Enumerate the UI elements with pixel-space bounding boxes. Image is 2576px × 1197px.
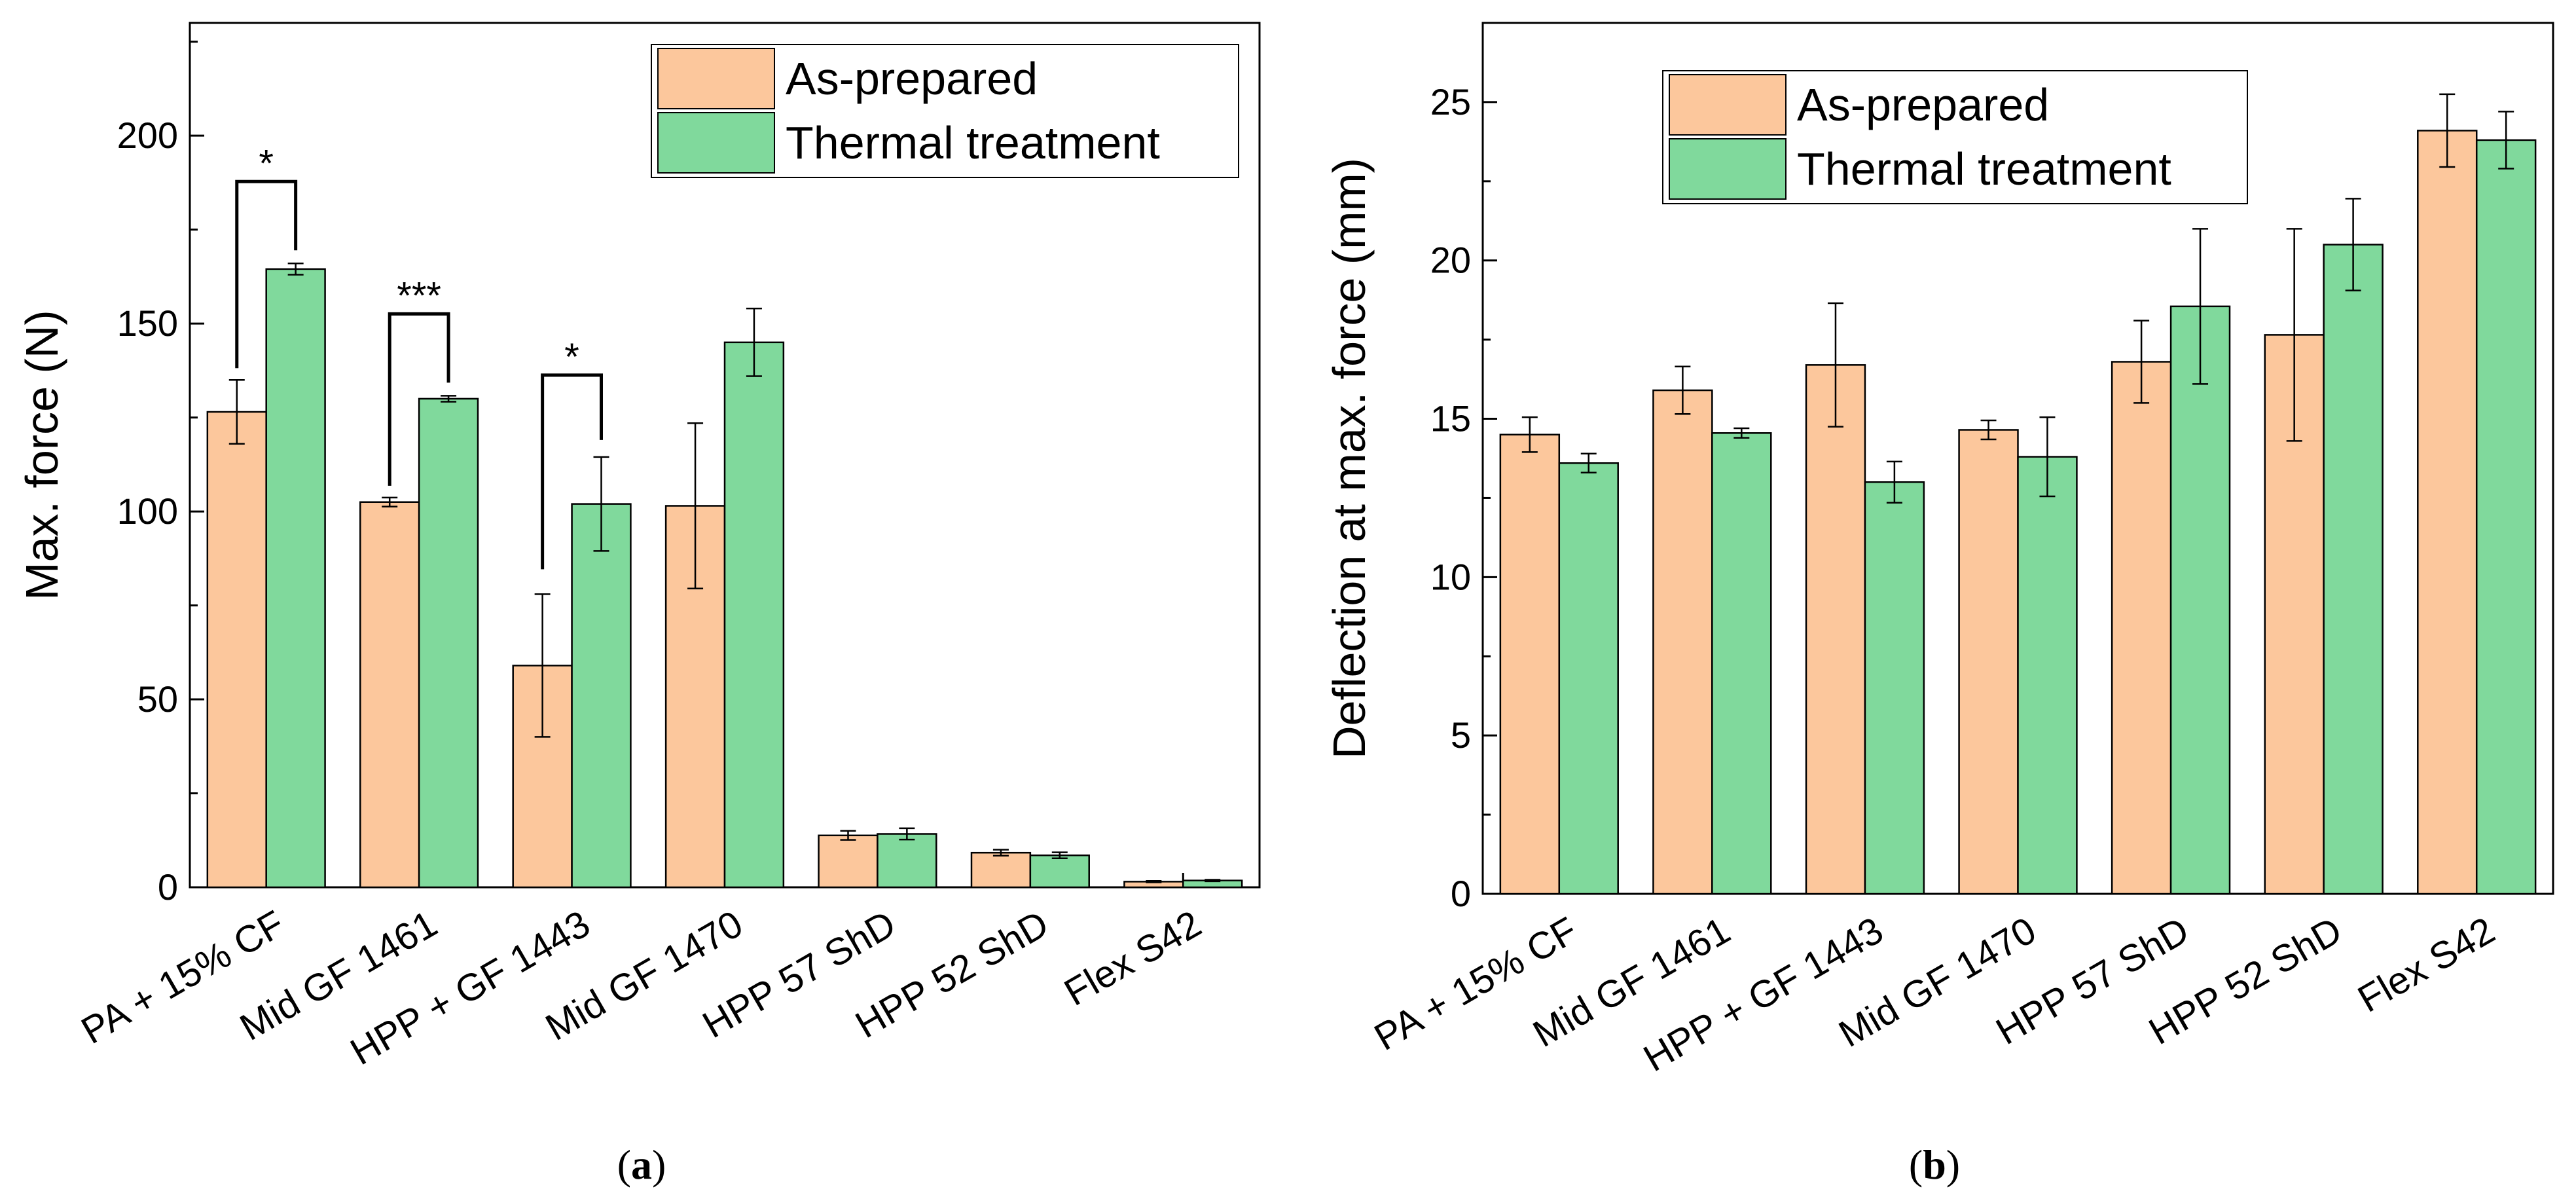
bar-as-prepared <box>970 851 1032 889</box>
legend-swatch-thermal-treatment <box>1669 138 1787 200</box>
caption-paren-open: ( <box>1909 1141 1923 1188</box>
panel-caption: (a) <box>617 1141 666 1188</box>
category-label: Flex S42 <box>1057 902 1208 1014</box>
bar-as-prepared <box>1499 433 1561 895</box>
y-tick-label: 0 <box>158 866 178 908</box>
bar-thermal-treatment <box>571 503 632 889</box>
y-tick-label: 100 <box>117 490 178 532</box>
significance-bracket <box>235 179 298 369</box>
y-tick-label: 200 <box>117 115 178 156</box>
y-tick-label: 0 <box>1451 873 1471 914</box>
bar-thermal-treatment <box>877 833 937 889</box>
significance-bracket <box>541 373 604 570</box>
bar-thermal-treatment <box>418 397 479 889</box>
y-tick-label: 5 <box>1451 714 1471 756</box>
bar-as-prepared <box>818 834 879 889</box>
legend-swatch-as-prepared <box>1669 74 1787 136</box>
caption-paren-close: ) <box>1946 1141 1960 1188</box>
y-tick-label: 15 <box>1430 398 1471 439</box>
bar-thermal-treatment <box>2475 139 2537 895</box>
bar-thermal-treatment <box>1711 432 1772 895</box>
bar-as-prepared <box>2111 361 2172 895</box>
significance-label: *** <box>397 274 441 317</box>
legend-label: As-prepared <box>1797 79 2049 130</box>
bar-thermal-treatment <box>265 268 326 889</box>
bar-as-prepared <box>359 501 420 889</box>
caption-paren-close: ) <box>652 1141 666 1188</box>
y-tick-label: 20 <box>1430 240 1471 281</box>
significance-bracket <box>388 312 450 486</box>
bar-thermal-treatment <box>1029 854 1090 889</box>
bar-as-prepared <box>2417 130 2478 895</box>
caption-paren-open: ( <box>617 1141 631 1188</box>
significance-label: * <box>259 142 274 185</box>
bar-thermal-treatment <box>2323 244 2384 895</box>
bar-as-prepared <box>206 411 267 889</box>
bar-thermal-treatment <box>1558 462 1619 895</box>
bar-thermal-treatment <box>2169 305 2231 895</box>
bar-as-prepared <box>1805 364 1866 895</box>
bar-as-prepared <box>1652 389 1713 895</box>
y-tick-label: 150 <box>117 303 178 344</box>
caption-letter: a <box>631 1141 652 1188</box>
panel-caption: (b) <box>1909 1141 1960 1188</box>
significance-label: * <box>564 336 579 378</box>
y-tick-label: 25 <box>1430 81 1471 122</box>
y-axis-label: Deflection at max. force (mm) <box>1324 158 1375 759</box>
legend-swatch-thermal-treatment <box>657 112 775 174</box>
category-label: Flex S42 <box>2351 909 2502 1021</box>
y-axis-label: Max. force (N) <box>16 310 67 600</box>
legend-label: Thermal treatment <box>786 117 1160 168</box>
bar-thermal-treatment <box>723 341 785 889</box>
y-tick-label: 50 <box>137 678 178 720</box>
caption-letter: b <box>1923 1141 1946 1188</box>
legend-label: Thermal treatment <box>1797 143 2171 194</box>
bar-thermal-treatment <box>2017 456 2078 895</box>
legend-swatch-as-prepared <box>657 48 775 109</box>
bar-as-prepared <box>1958 429 2019 895</box>
legend-label: As-prepared <box>786 53 1038 104</box>
bar-thermal-treatment <box>1864 481 1925 895</box>
y-tick-label: 10 <box>1430 556 1471 597</box>
